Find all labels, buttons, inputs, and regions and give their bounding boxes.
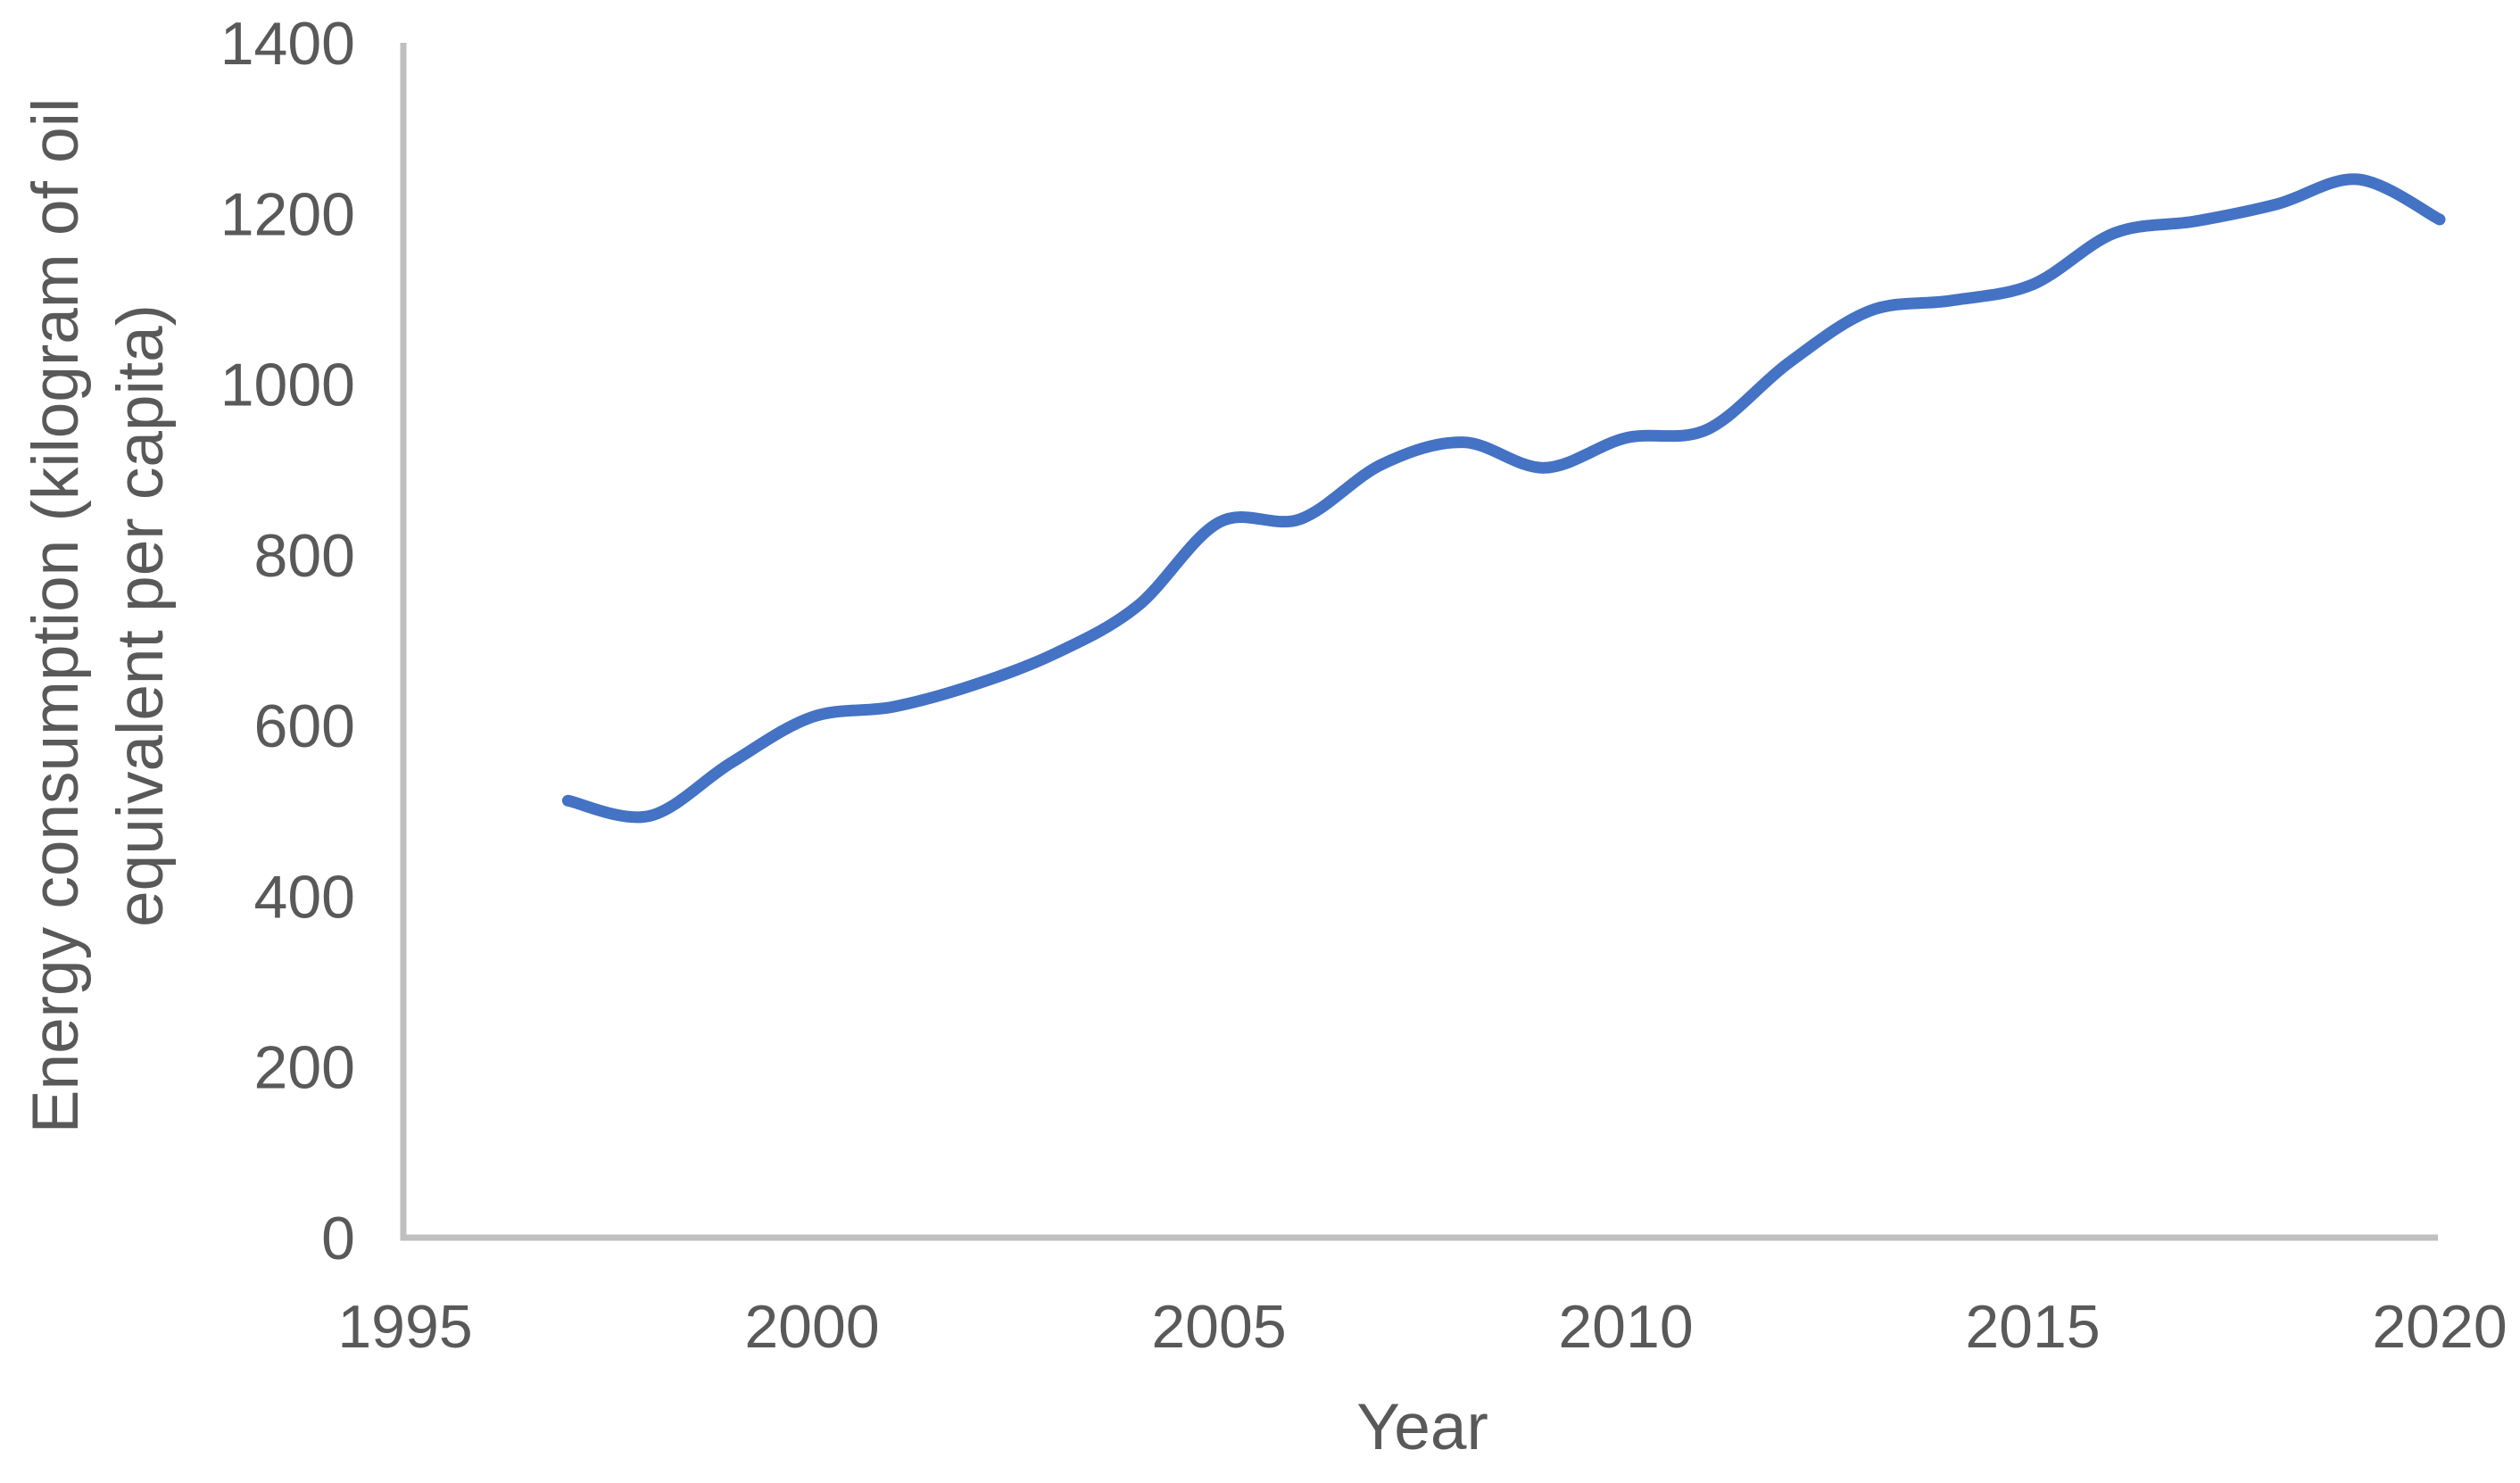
y-axis-title: Energy consumption (kilogram of oil equi… — [13, 0, 183, 1240]
energy-series-line — [561, 173, 2446, 824]
x-tick-label: 2015 — [1965, 1293, 2100, 1361]
y-tick-label: 200 — [254, 1034, 355, 1102]
x-tick-label: 2000 — [744, 1293, 879, 1361]
x-tick-label: 2005 — [1151, 1293, 1286, 1361]
y-tick-label: 1000 — [220, 352, 355, 419]
x-tick-label: 2010 — [1558, 1293, 1693, 1361]
y-tick-label: 1200 — [220, 180, 355, 248]
y-tick-label: 1400 — [220, 10, 355, 78]
y-tick-label: 0 — [321, 1205, 355, 1272]
y-axis-title-line-2: equivalent per capita) — [104, 304, 177, 927]
x-axis-tick-labels: 1995 2000 2005 2010 2015 2020 — [337, 1293, 2507, 1361]
y-tick-label: 800 — [254, 522, 355, 590]
x-tick-label: 1995 — [337, 1293, 472, 1361]
y-tick-label: 600 — [254, 692, 355, 760]
x-tick-label: 2020 — [2372, 1293, 2507, 1361]
x-axis-title: Year — [1356, 1391, 1488, 1463]
y-axis-title-line-1: Energy consumption (kilogram of oil — [20, 97, 92, 1134]
y-axis-tick-labels: 0 200 400 600 800 1000 1200 1400 — [220, 10, 355, 1272]
y-tick-label: 400 — [254, 863, 355, 931]
